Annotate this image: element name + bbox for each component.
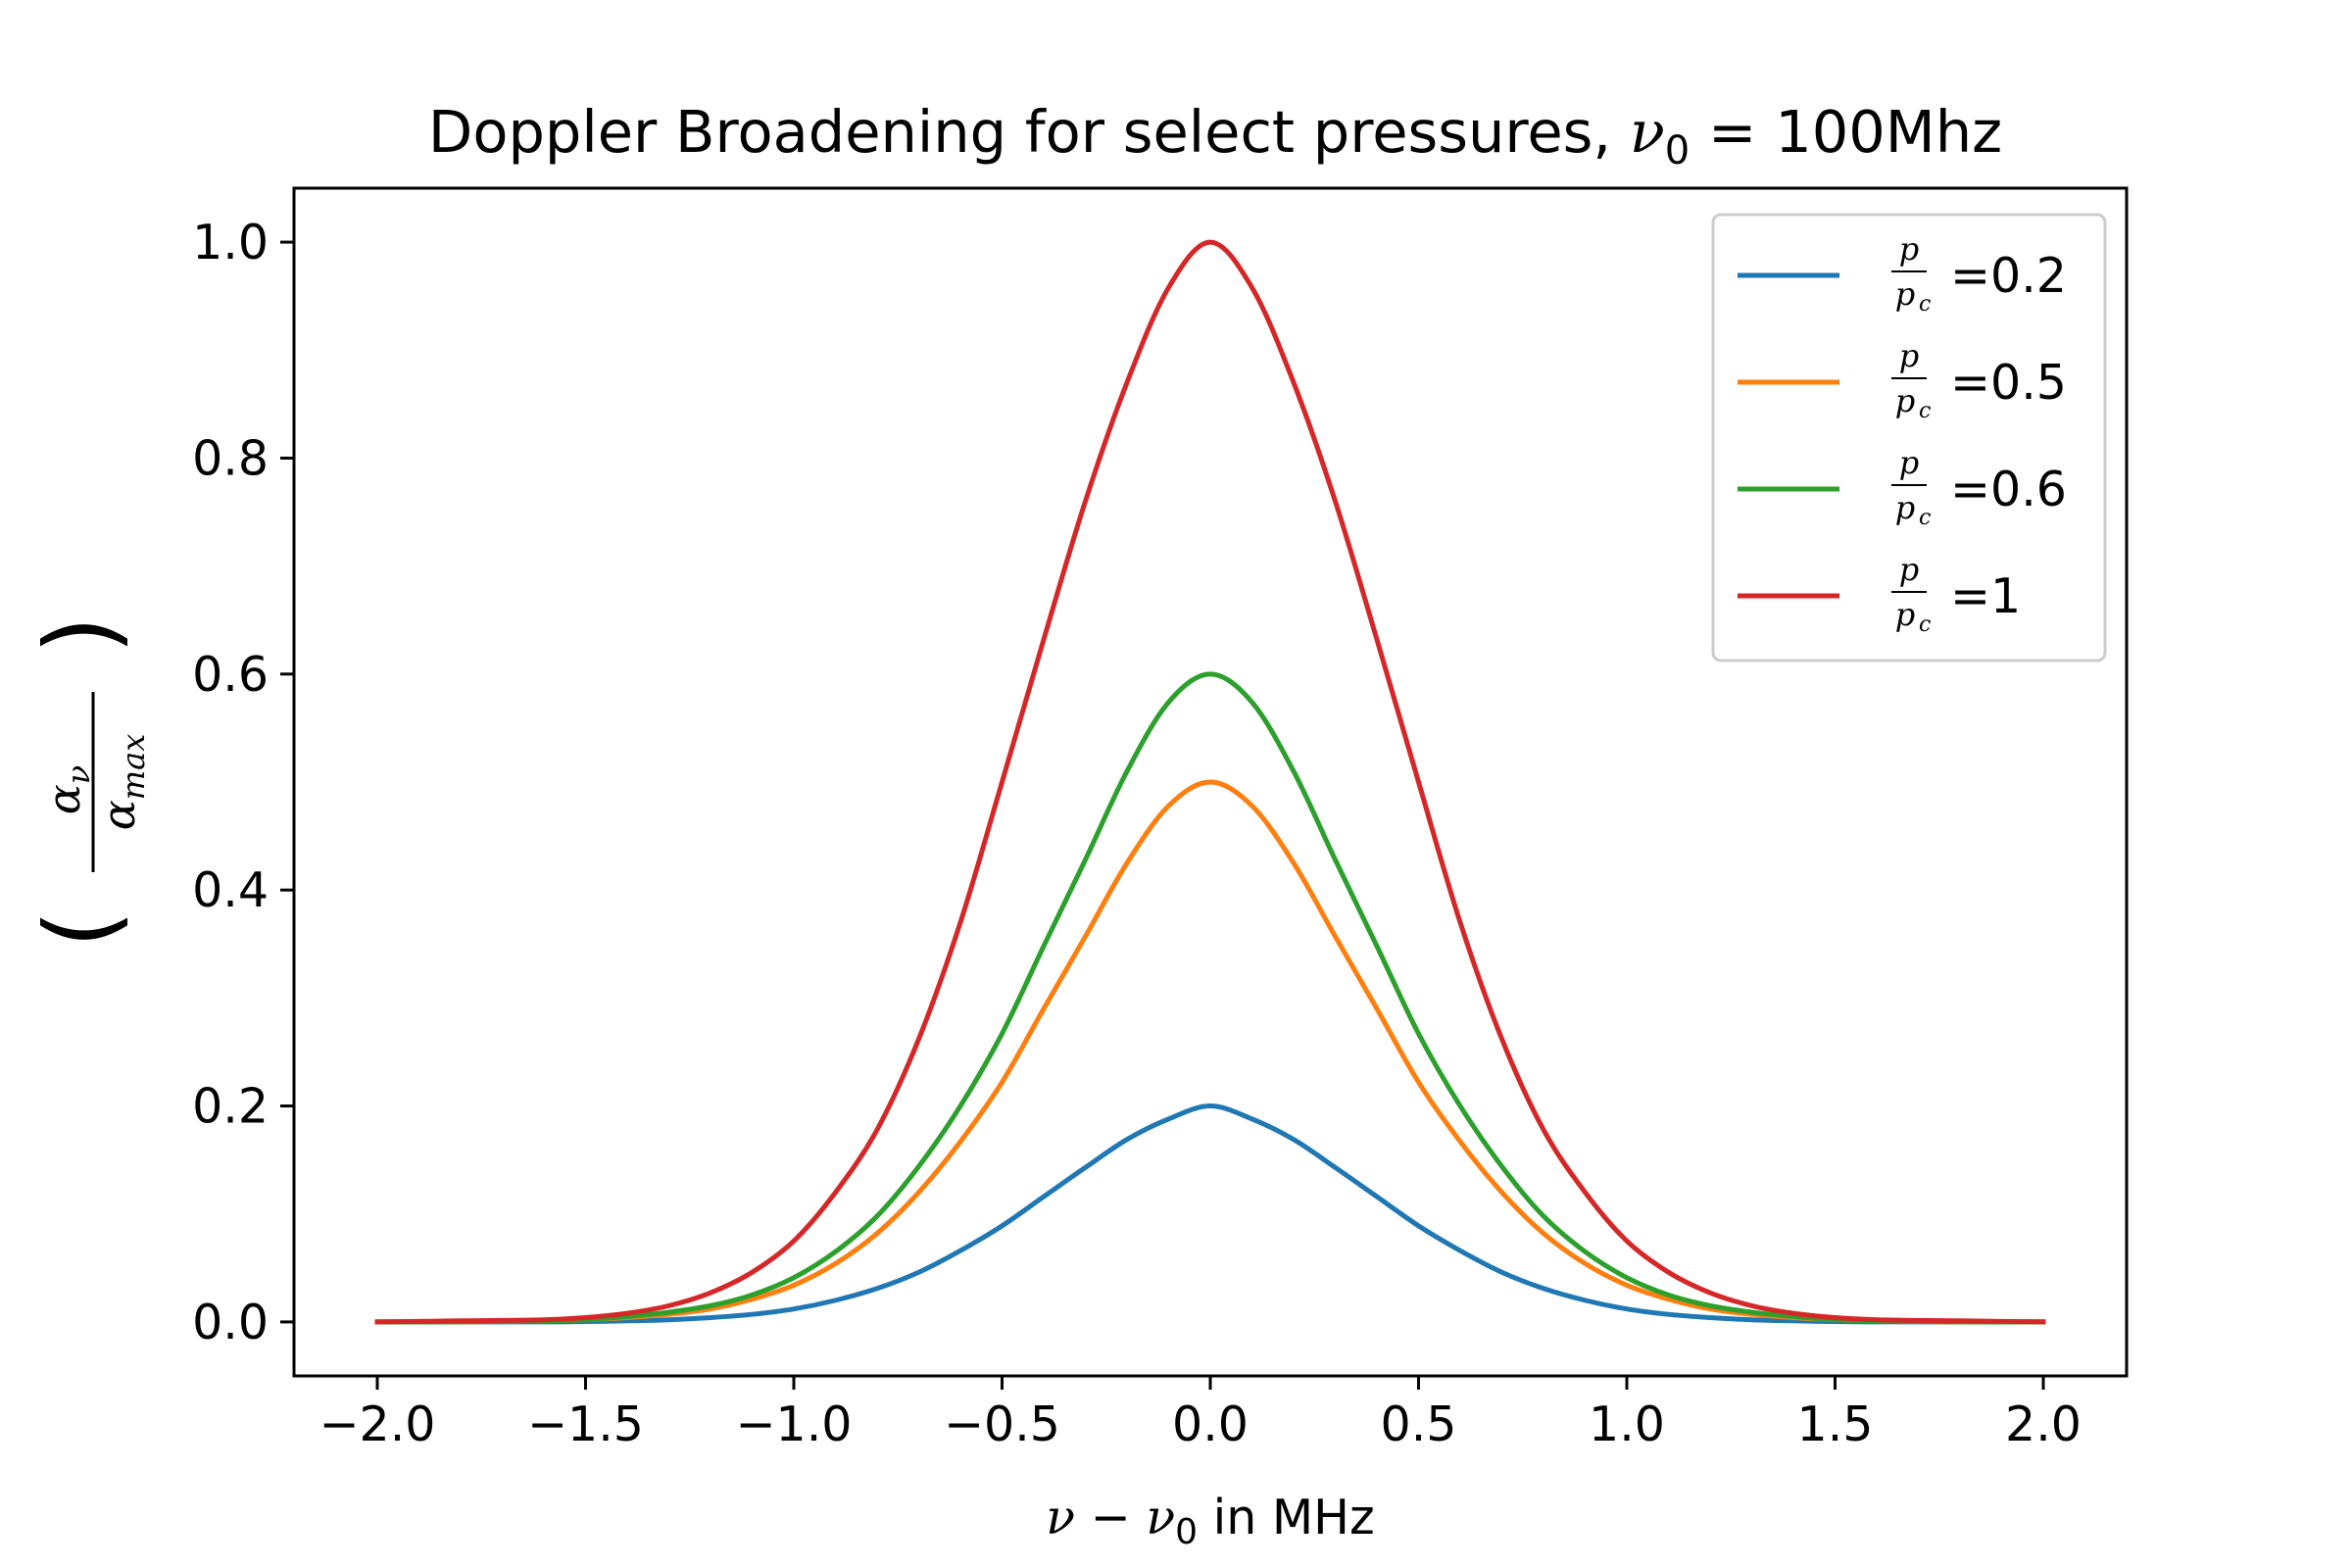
legend-label: =0.2 xyxy=(1950,248,2067,304)
svg-text:): ) xyxy=(24,615,138,654)
y-tick-label: 0.2 xyxy=(192,1079,269,1135)
y-tick-label: 0.4 xyxy=(192,862,269,918)
legend-fraction-numerator: p xyxy=(1899,230,1919,268)
series-lines xyxy=(374,239,2046,1325)
legend-fraction-numerator: p xyxy=(1899,444,1919,481)
series-line-2 xyxy=(374,779,2046,1325)
legend-fraction-numerator: p xyxy=(1899,551,1919,588)
legend-fraction-denominator: p xyxy=(1895,489,1915,526)
legend: pp c=0.2pp c=0.5pp c=0.6pp c=1 xyxy=(1711,213,2107,662)
chart-title: Doppler Broadening for select pressures,… xyxy=(428,98,2002,173)
legend-fraction-denominator: p xyxy=(1895,382,1915,419)
x-tick-label: −2.0 xyxy=(319,1396,436,1452)
series-line-4 xyxy=(374,239,2046,1325)
x-tick-label: −1.5 xyxy=(527,1396,644,1452)
x-tick-label: −1.0 xyxy=(736,1396,853,1452)
svg-text:c: c xyxy=(1919,612,1931,637)
x-axis-label: ν − ν0 in MHz xyxy=(1046,1490,1374,1552)
legend-box xyxy=(1711,213,2107,662)
x-tick-label: 1.0 xyxy=(1589,1396,1665,1452)
x-tick-label: 1.5 xyxy=(1797,1396,1874,1452)
svg-text:c: c xyxy=(1919,292,1931,317)
legend-label: =0.6 xyxy=(1950,462,2067,517)
svg-text:αν: αν xyxy=(37,765,97,815)
legend-entry: pp c =0.2 xyxy=(1738,230,2067,317)
y-tick-label: 0.6 xyxy=(192,647,269,703)
svg-text:c: c xyxy=(1919,506,1931,530)
y-tick-label: 0.0 xyxy=(192,1295,269,1350)
x-tick-label: 0.5 xyxy=(1381,1396,1457,1452)
legend-label: =0.5 xyxy=(1950,355,2067,411)
legend-entry: pp c =1 xyxy=(1738,551,2021,637)
x-tick-label: 0.0 xyxy=(1172,1396,1249,1452)
svg-text:αmax: αmax xyxy=(92,734,152,831)
x-tick-label: −0.5 xyxy=(944,1396,1060,1452)
legend-fraction-denominator: p xyxy=(1895,596,1915,633)
y-axis-ticks: 0.0 0.2 0.4 0.6 0.8 1.0 xyxy=(192,215,294,1350)
legend-fraction-denominator: p xyxy=(1895,275,1915,313)
y-axis-label: ( ) αν αmax xyxy=(24,615,152,948)
svg-text:c: c xyxy=(1919,399,1931,423)
series-line-1 xyxy=(374,1103,2046,1325)
legend-entry: pp c=0.5 xyxy=(1738,337,2067,423)
y-tick-label: 1.0 xyxy=(192,215,269,270)
series-line-3 xyxy=(374,671,2046,1325)
legend-label: =1 xyxy=(1950,568,2021,624)
x-axis-ticks: −2.0 −1.5 −1.0 −0.5 0.0 0.5 1.0 1.5 2.0 xyxy=(319,1376,2082,1452)
y-tick-label: 0.8 xyxy=(192,430,269,486)
legend-fraction-numerator: p xyxy=(1899,337,1919,374)
x-tick-label: 2.0 xyxy=(2005,1396,2082,1452)
legend-entry: pp c=0.6 xyxy=(1738,444,2067,530)
svg-text:(: ( xyxy=(24,909,138,948)
